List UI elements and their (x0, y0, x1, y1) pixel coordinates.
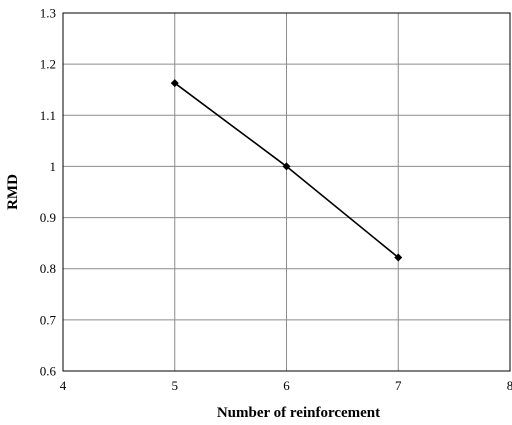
data-series (170, 79, 403, 262)
x-axis-title: Number of reinforcement (217, 405, 380, 421)
y-tick-label: 1.3 (40, 6, 56, 21)
x-tick-label: 5 (172, 378, 179, 393)
y-tick-label: 1.2 (40, 57, 56, 72)
x-tick-label: 7 (395, 378, 402, 393)
y-tick-label: 0.9 (40, 210, 56, 225)
y-tick-label: 0.8 (40, 261, 56, 276)
data-point-marker (394, 253, 403, 262)
y-tick-label: 0.7 (40, 312, 57, 327)
y-axis-title: RMD (5, 174, 21, 210)
y-tick-label: 1.1 (40, 108, 56, 123)
data-point-marker (170, 79, 179, 88)
x-tick-label: 4 (60, 378, 67, 393)
y-axis-tick-labels: 0.6 0.7 0.8 0.9 1 1.1 1.2 1.3 (40, 6, 57, 379)
x-tick-label: 6 (283, 378, 290, 393)
data-point-marker (282, 162, 291, 171)
y-tick-label: 0.6 (40, 364, 57, 379)
y-tick-label: 1 (50, 159, 57, 174)
x-tick-label: 8 (507, 378, 512, 393)
x-axis-tick-labels: 4 5 6 7 8 (60, 378, 512, 393)
plot-area-border (62, 12, 511, 372)
